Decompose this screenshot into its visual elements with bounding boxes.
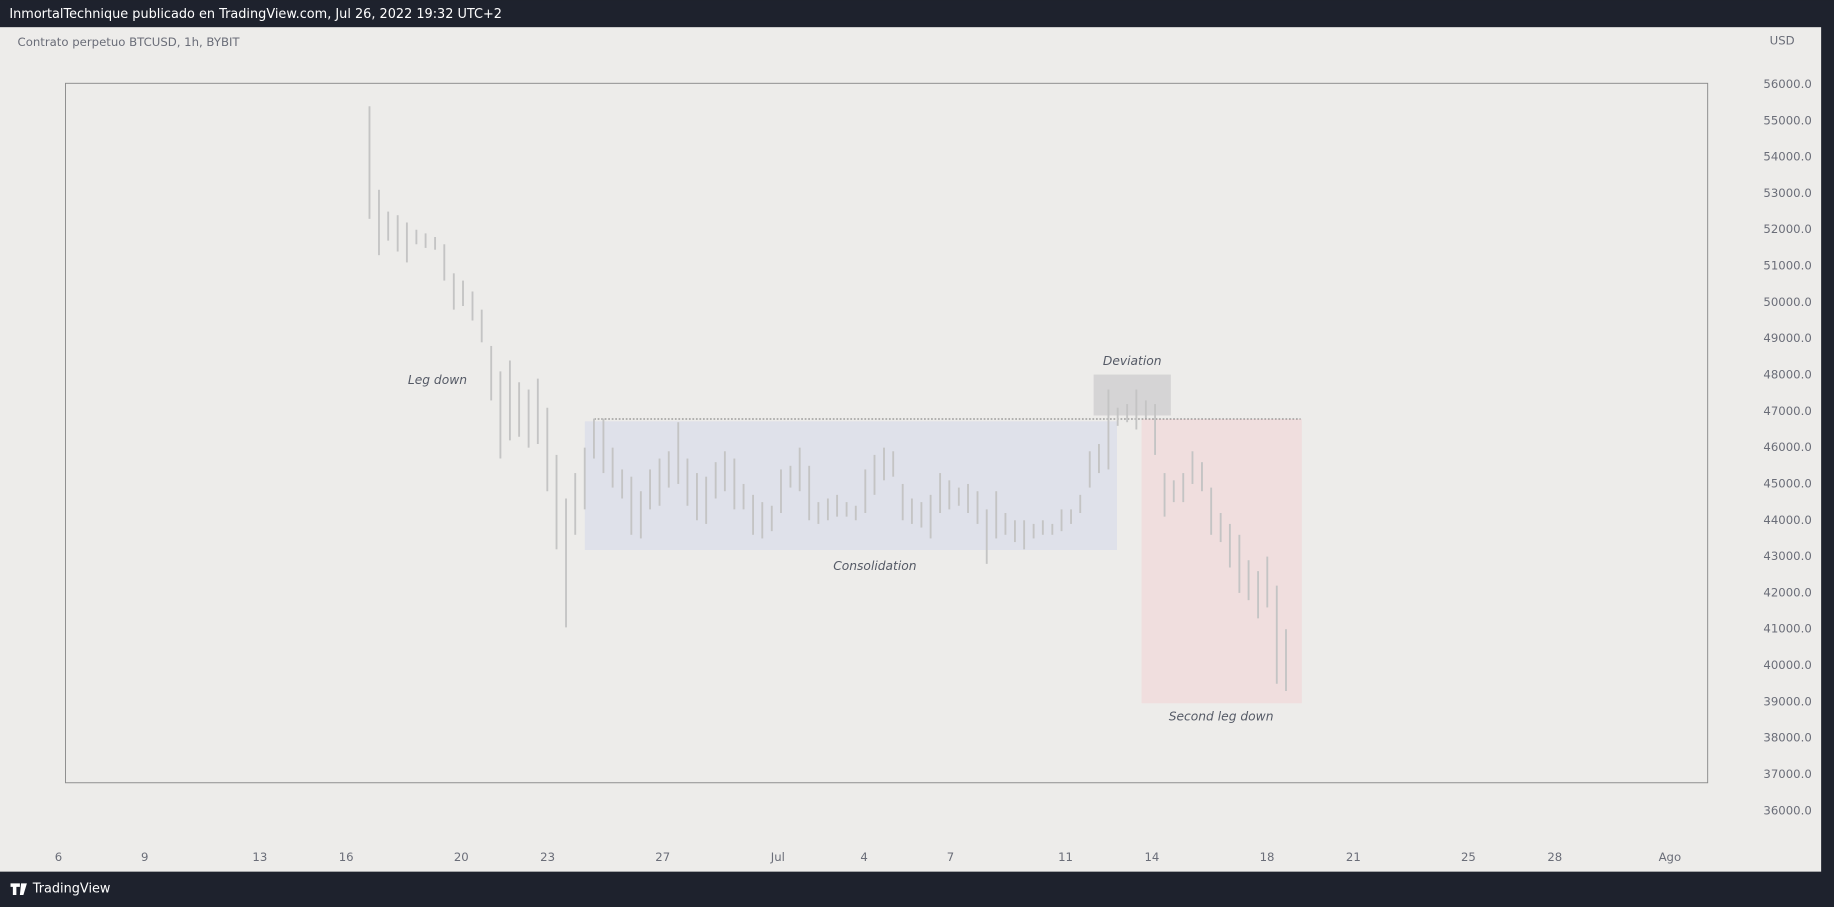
x-tick-label: 14 <box>1144 850 1159 864</box>
brand-logo <box>10 883 27 896</box>
y-tick-label: 55000.0 <box>1763 113 1811 127</box>
y-tick-label: 44000.0 <box>1763 513 1811 527</box>
y-tick-label: 54000.0 <box>1763 150 1811 164</box>
y-tick-label: 51000.0 <box>1763 259 1811 273</box>
y-tick-label: 36000.0 <box>1763 803 1811 817</box>
y-tick-label: 56000.0 <box>1763 77 1811 91</box>
x-tick-label: 13 <box>252 850 267 864</box>
y-tick-label: 41000.0 <box>1763 622 1811 636</box>
y-tick-label: 45000.0 <box>1763 476 1811 490</box>
x-tick-label: 16 <box>339 850 354 864</box>
y-tick-label: 42000.0 <box>1763 585 1811 599</box>
second-leg-box <box>1141 418 1302 704</box>
x-tick-label: Ago <box>1659 850 1682 864</box>
x-tick-label: Jul <box>770 850 785 864</box>
x-tick-label: 9 <box>141 850 148 864</box>
currency-label: USD <box>1770 34 1795 48</box>
y-tick-label: 49000.0 <box>1763 331 1811 345</box>
symbol-title: Contrato perpetuo BTCUSD, 1h, BYBIT <box>18 35 241 49</box>
brand-name: TradingView <box>32 882 111 897</box>
x-tick-label: 25 <box>1461 850 1476 864</box>
y-tick-label: 43000.0 <box>1763 549 1811 563</box>
x-tick-label: 11 <box>1058 850 1073 864</box>
y-tick-label: 50000.0 <box>1763 295 1811 309</box>
y-tick-label: 40000.0 <box>1763 658 1811 672</box>
annotation: Leg down <box>408 373 467 387</box>
annotation: Second leg down <box>1169 710 1274 724</box>
deviation-box <box>1093 374 1171 416</box>
x-tick-label: 21 <box>1346 850 1361 864</box>
header-title: InmortalTechnique publicado en TradingVi… <box>9 7 502 22</box>
y-tick-label: 37000.0 <box>1763 767 1811 781</box>
x-tick-label: 7 <box>947 850 954 864</box>
axes: 36000.0 37000.0 38000.0 39000.0 40000.0 41000… <box>55 77 1812 864</box>
x-tick-label: 28 <box>1547 850 1562 864</box>
x-tick-label: 27 <box>655 850 670 864</box>
annotation: Consolidation <box>833 559 916 573</box>
drawing-frame <box>65 82 1709 784</box>
consolidation-box <box>584 421 1118 550</box>
x-tick-label: 4 <box>860 850 867 864</box>
y-tick-label: 39000.0 <box>1763 694 1811 708</box>
y-tick-label: 38000.0 <box>1763 731 1811 745</box>
x-tick-label: 20 <box>454 850 469 864</box>
y-tick-label: 52000.0 <box>1763 222 1811 236</box>
x-tick-label: 6 <box>55 850 62 864</box>
x-tick-label: 18 <box>1260 850 1275 864</box>
bars <box>368 106 1287 691</box>
annotation: Deviation <box>1103 354 1162 368</box>
y-tick-label: 53000.0 <box>1763 186 1811 200</box>
y-tick-label: 47000.0 <box>1763 404 1811 418</box>
y-tick-label: 46000.0 <box>1763 440 1811 454</box>
y-tick-label: 48000.0 <box>1763 368 1811 382</box>
x-tick-label: 23 <box>540 850 555 864</box>
